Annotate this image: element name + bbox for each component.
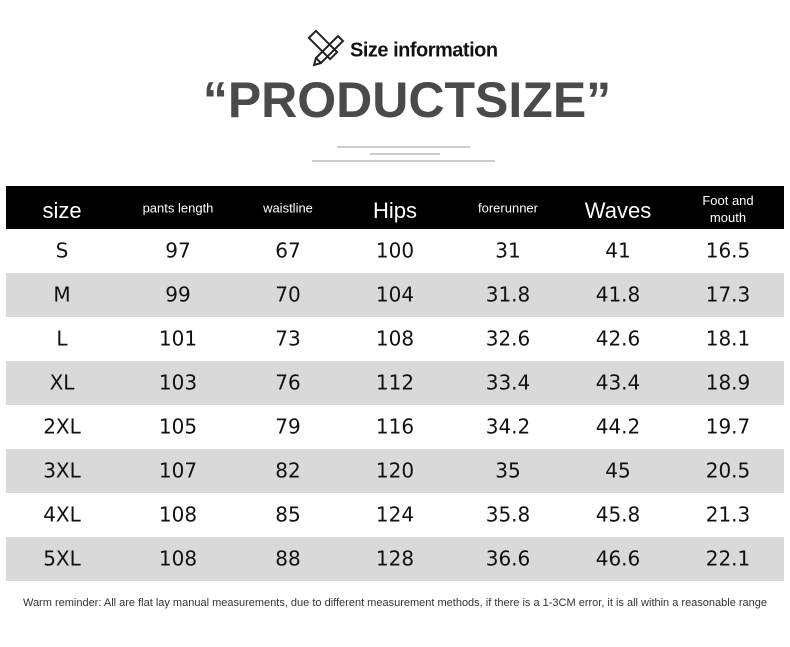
cell: 105 [159,415,197,439]
column-header: waistline [262,200,313,215]
cell: 112 [376,371,414,395]
cell: 100 [376,239,414,263]
cell: 20.5 [706,459,751,483]
cell: 43.4 [596,371,641,395]
cell: 128 [376,547,414,571]
row-bg [6,493,784,537]
cell: 116 [376,415,414,439]
cell: 17.3 [706,283,751,307]
cell: 41.8 [596,283,641,307]
cell: 108 [376,327,414,351]
cell: 44.2 [596,415,641,439]
cell: 32.6 [486,327,531,351]
column-header: Foot and mouth [702,193,753,225]
title: “PRODUCTSIZE” [203,72,611,128]
ruler-pencil-icon [307,29,345,67]
cell: 33.4 [486,371,531,395]
cell: XL [50,371,76,395]
cell: 19.7 [706,415,751,439]
row-bg [6,361,784,405]
cell: 99 [165,283,190,307]
cell: 46.6 [596,547,641,571]
cell: 3XL [43,459,81,483]
cell: 45.8 [596,503,641,527]
cell: 70 [275,283,300,307]
cell: 108 [159,547,197,571]
row-bg [6,449,784,493]
cell: 42.6 [596,327,641,351]
cell: 18.9 [706,371,751,395]
cell: 16.5 [706,239,751,263]
subtitle: Size information [350,39,498,61]
cell: 41 [605,239,630,263]
cell: 97 [165,239,190,263]
cell: 36.6 [486,547,531,571]
cell: 22.1 [706,547,751,571]
cell: 85 [275,503,300,527]
cell: 5XL [43,547,81,571]
row-bg [6,537,784,581]
column-header: Waves [585,198,651,223]
cell: L [56,327,68,351]
cell: 108 [159,503,197,527]
cell: 45 [605,459,630,483]
column-header: size [42,198,81,223]
cell: 76 [275,371,300,395]
cell: 88 [275,547,300,571]
cell: 31.8 [486,283,531,307]
cell: 35 [495,459,520,483]
cell: 4XL [43,503,81,527]
cell: 104 [376,283,414,307]
cell: 18.1 [706,327,751,351]
cell: 107 [159,459,197,483]
cell: 34.2 [486,415,531,439]
row-bg [6,317,784,361]
cell: 73 [275,327,300,351]
row-bg [6,405,784,449]
cell: S [56,239,69,263]
cell: M [53,283,70,307]
cell: 103 [159,371,197,395]
cell: 35.8 [486,503,531,527]
table-header-bg [6,186,784,229]
column-header: Hips [373,198,417,223]
cell: 120 [376,459,414,483]
row-bg [6,229,784,273]
cell: 124 [376,503,414,527]
column-header: forerunner [478,200,539,215]
column-header: pants length [143,200,214,215]
cell: 31 [495,239,520,263]
footer-note: Warm reminder: All are flat lay manual m… [23,597,767,609]
cell: 2XL [43,415,81,439]
fine-print-decoration [312,146,495,162]
cell: 101 [159,327,197,351]
cell: 82 [275,459,300,483]
cell: 79 [275,415,300,439]
cell: 21.3 [706,503,751,527]
cell: 67 [275,239,300,263]
row-bg [6,273,784,317]
